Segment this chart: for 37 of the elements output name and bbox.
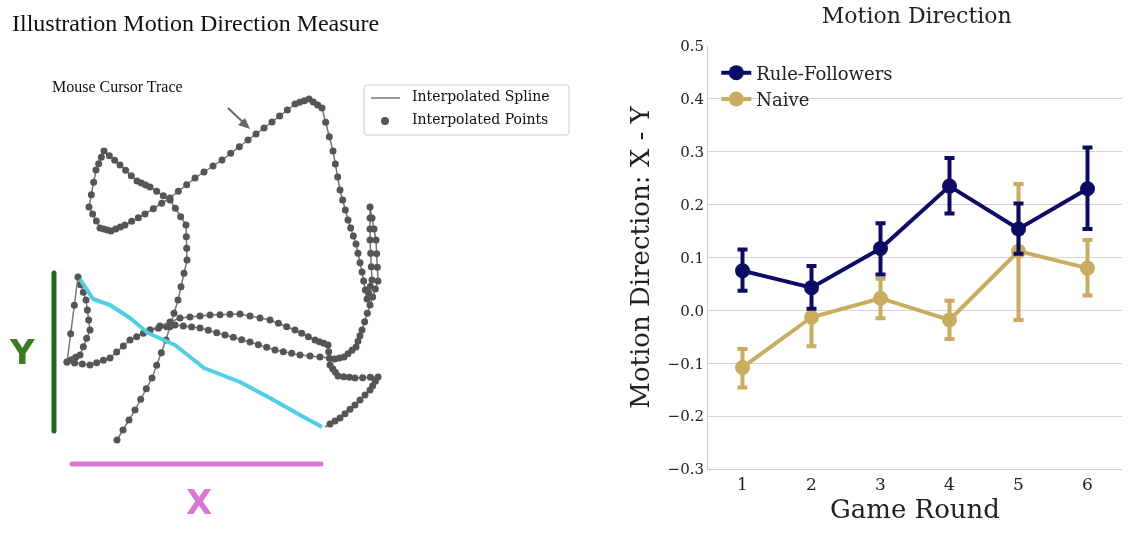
text: Mouse Cursor Trace	[52, 78, 183, 96]
x-tick-label: 4	[944, 474, 955, 495]
legend-label: Naive	[756, 89, 810, 111]
y-tick-label: 0.2	[680, 195, 704, 214]
x-tick-label: 6	[1082, 474, 1093, 495]
x-axis-title: Game Round	[830, 494, 1000, 525]
text: Y	[10, 332, 35, 372]
x-tick-label: 3	[875, 474, 886, 495]
text: Illustration Motion Direction Measure	[12, 10, 380, 37]
point	[1080, 181, 1095, 197]
point	[1011, 221, 1026, 237]
point	[735, 359, 750, 375]
point	[873, 241, 888, 256]
point	[942, 178, 957, 194]
text: Interpolated Points	[412, 111, 549, 127]
point	[942, 312, 957, 328]
point	[873, 290, 888, 306]
point	[1080, 260, 1095, 276]
legend-label: Rule-Followers	[756, 62, 893, 84]
y-tick-label: 0.5	[680, 37, 704, 56]
y-axis-title: Motion Direction: X - Y	[624, 105, 655, 409]
x-tick-label: 1	[737, 474, 748, 495]
x-tick-label: 2	[806, 474, 817, 495]
point	[804, 309, 819, 325]
y-tick-label: −0.2	[667, 407, 704, 426]
y-tick-label: 0.1	[680, 248, 704, 267]
y-tick-label: −0.1	[667, 354, 704, 373]
text: X	[186, 482, 213, 522]
y-tick-label: 0.4	[680, 90, 704, 109]
chart-title: Motion Direction	[821, 3, 1012, 29]
y-tick-label: 0.0	[680, 301, 704, 320]
point	[735, 263, 750, 279]
y-tick-label: −0.3	[667, 460, 704, 479]
y-tick-label: 0.3	[680, 143, 704, 161]
x-tick-label: 5	[1013, 474, 1024, 495]
text: Interpolated Spline	[412, 88, 550, 104]
point	[804, 280, 819, 296]
